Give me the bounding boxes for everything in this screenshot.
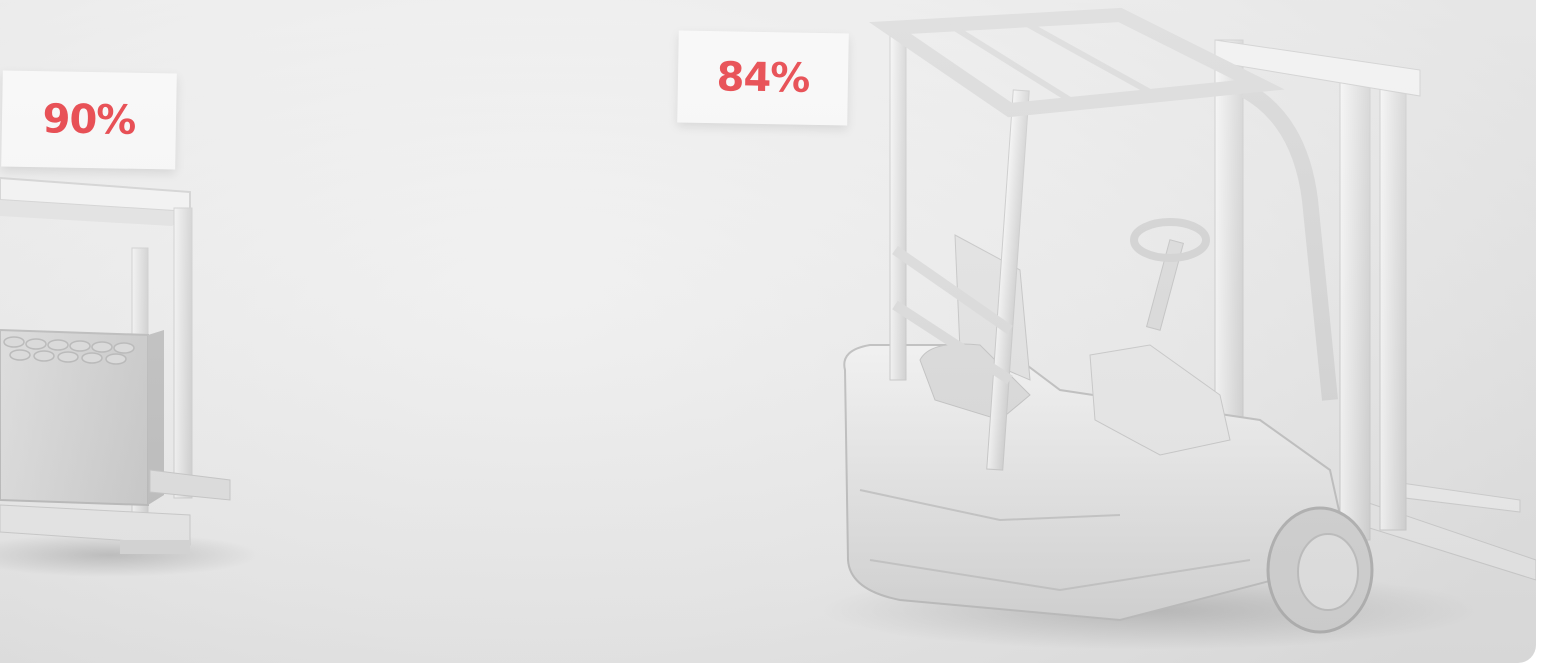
- battery-percentage-card: 90%: [1, 70, 177, 170]
- battery-rack: [0, 176, 260, 577]
- forklift-percentage-card: 84%: [677, 30, 849, 126]
- forklift-percentage-text: 84%: [716, 54, 810, 102]
- forklift: [820, 7, 1536, 650]
- battery-percentage-text: 90%: [42, 96, 136, 144]
